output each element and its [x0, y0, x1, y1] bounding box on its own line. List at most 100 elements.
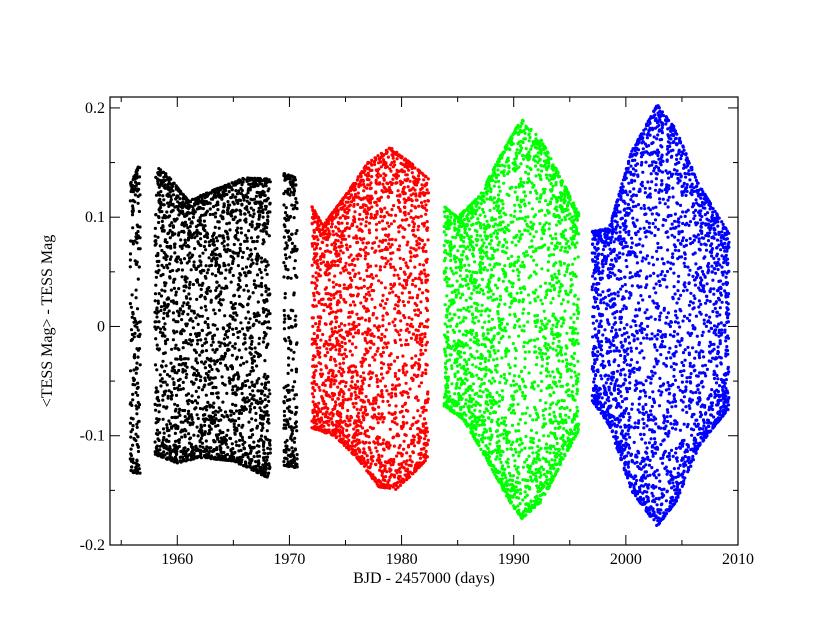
data-point: [190, 456, 194, 461]
data-point: [163, 334, 167, 338]
data-point: [383, 265, 387, 269]
data-point: [229, 419, 233, 423]
data-point: [407, 316, 411, 320]
data-point: [232, 251, 236, 255]
data-point: [260, 399, 264, 403]
data-point: [262, 309, 266, 313]
data-point: [199, 194, 203, 198]
data-point: [371, 407, 375, 411]
data-point: [295, 341, 299, 345]
data-point: [173, 346, 177, 350]
data-point: [210, 272, 214, 276]
data-point: [211, 421, 215, 426]
data-point: [409, 209, 413, 213]
data-point: [157, 215, 161, 219]
data-point: [385, 345, 389, 349]
data-point: [399, 480, 403, 484]
data-point: [379, 337, 383, 341]
data-point: [294, 425, 298, 429]
data-point: [351, 402, 355, 406]
data-point: [215, 367, 219, 371]
data-point: [404, 408, 408, 412]
data-point: [224, 330, 229, 334]
data-point: [224, 363, 228, 367]
data-point: [292, 216, 296, 220]
data-point: [263, 383, 268, 387]
data-point: [163, 327, 167, 331]
data-point: [416, 409, 420, 413]
data-point: [403, 164, 407, 169]
data-point: [208, 289, 213, 293]
data-point: [204, 290, 208, 294]
data-point: [188, 437, 192, 441]
data-point: [415, 303, 419, 307]
data-point: [388, 291, 392, 295]
data-point: [391, 177, 395, 181]
data-point: [396, 273, 400, 277]
data-point: [237, 178, 241, 182]
data-point: [252, 183, 256, 187]
data-point: [167, 434, 171, 438]
data-point: [366, 262, 370, 266]
data-point: [344, 354, 349, 359]
data-point: [414, 361, 418, 365]
data-point: [318, 346, 322, 350]
data-point: [164, 175, 168, 179]
data-point: [172, 331, 176, 335]
data-point: [264, 199, 268, 203]
data-point: [382, 178, 386, 182]
data-point: [328, 338, 332, 342]
data-point: [310, 205, 314, 209]
data-point: [229, 300, 233, 305]
data-point: [368, 293, 372, 297]
data-point: [187, 286, 191, 290]
data-point: [268, 201, 272, 205]
data-point: [419, 300, 423, 304]
data-point: [328, 342, 333, 346]
data-point: [421, 191, 425, 195]
data-point: [288, 398, 292, 402]
data-point: [424, 274, 428, 278]
data-point: [129, 189, 133, 194]
data-point: [201, 251, 205, 255]
data-point: [162, 351, 166, 356]
data-point: [336, 397, 340, 401]
data-point: [208, 405, 212, 409]
data-point: [374, 178, 378, 182]
data-point: [138, 236, 142, 240]
data-point: [313, 388, 317, 393]
data-point: [193, 247, 197, 251]
data-point: [363, 254, 368, 258]
data-point: [361, 381, 365, 386]
data-point: [388, 367, 392, 371]
data-point: [267, 287, 271, 291]
data-point: [405, 370, 409, 374]
data-point: [425, 296, 429, 300]
data-point: [362, 376, 366, 380]
data-point: [352, 218, 356, 222]
data-point: [137, 265, 141, 269]
data-point: [190, 394, 194, 398]
data-point: [156, 172, 160, 176]
data-point: [405, 322, 409, 326]
data-point: [330, 397, 335, 401]
data-point: [177, 231, 181, 235]
data-point: [135, 412, 139, 416]
data-point: [217, 187, 221, 191]
data-point: [378, 239, 382, 243]
data-point: [367, 160, 371, 165]
data-point: [292, 266, 296, 270]
data-point: [421, 371, 425, 375]
data-point: [400, 393, 404, 397]
data-point: [131, 204, 135, 208]
data-point: [289, 190, 293, 194]
data-point: [332, 285, 336, 289]
data-point: [250, 220, 254, 224]
data-point: [324, 303, 328, 307]
data-point: [266, 395, 270, 399]
data-point: [283, 317, 287, 321]
data-point: [391, 290, 395, 294]
data-point: [200, 388, 204, 392]
data-point: [327, 232, 331, 236]
data-point: [183, 363, 187, 367]
